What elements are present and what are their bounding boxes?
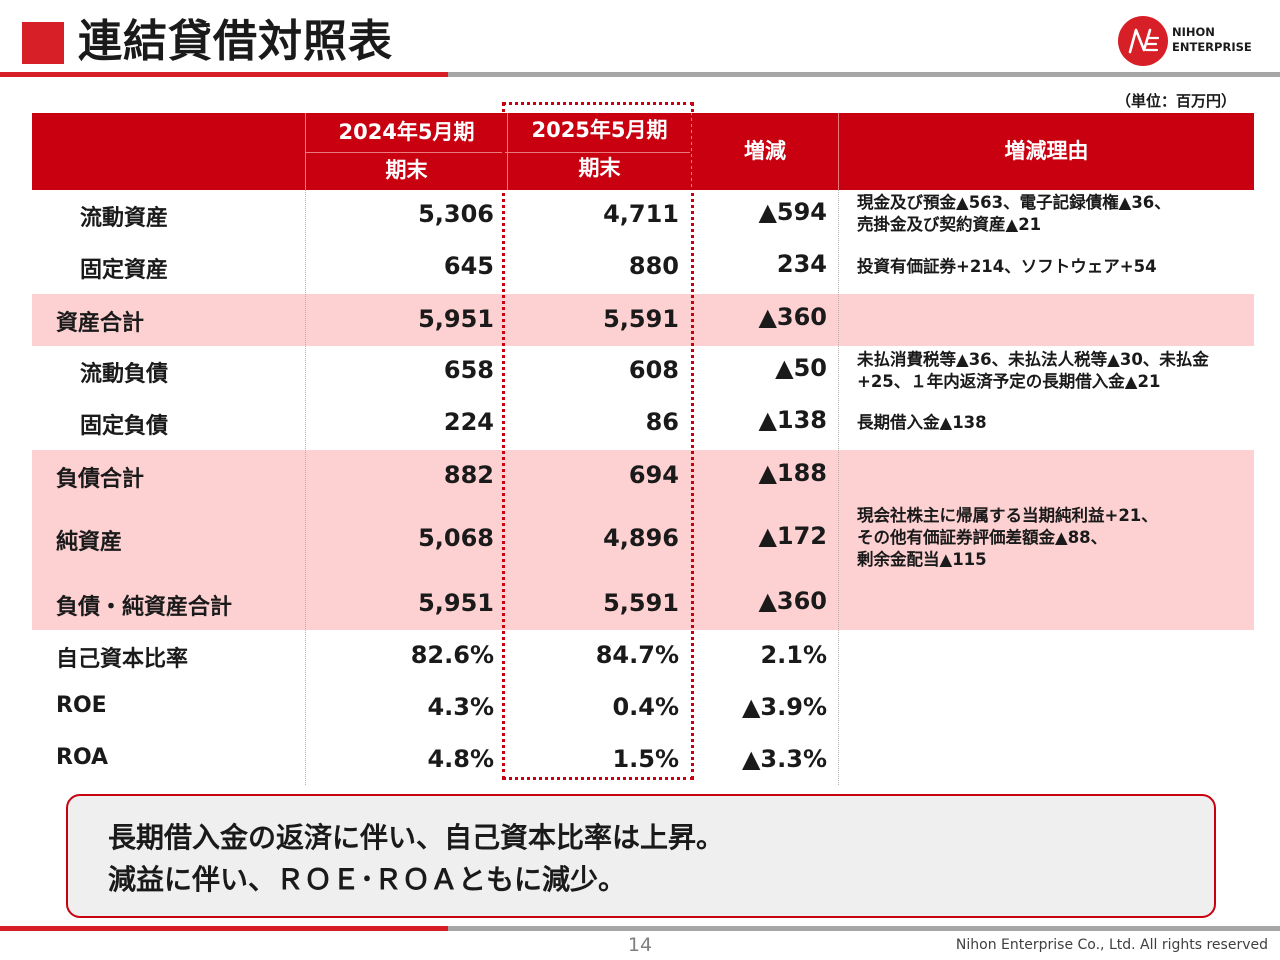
row-label: ROE xyxy=(56,693,107,718)
row-curr-value: 608 xyxy=(628,356,679,384)
row-change-value: ▲50 xyxy=(775,354,827,382)
row-curr-value: 4,711 xyxy=(603,200,679,228)
table-header xyxy=(32,113,1254,190)
row-curr-value: 1.5% xyxy=(612,745,679,773)
logo-text-line2: ENTERPRISE xyxy=(1172,40,1252,54)
row-label: 負債・純資産合計 xyxy=(56,595,233,620)
row-reason: 現会社株主に帰属する当期純利益+21、 その他有価証券評価差額金▲88、 剰余金… xyxy=(857,505,1158,571)
row-change-value: ▲594 xyxy=(758,198,827,226)
row-change-value: ▲188 xyxy=(758,459,827,487)
header-separator xyxy=(838,113,839,190)
current-year-highlight-box xyxy=(502,102,694,780)
reason-line: 長期借入金▲138 xyxy=(857,413,987,432)
header-separator xyxy=(507,113,508,190)
row-prev-value: 4.3% xyxy=(427,693,494,721)
row-change-value: ▲360 xyxy=(758,587,827,615)
row-reason: 現金及び預金▲563、電子記録債権▲36、 売掛金及び契約資産▲21 xyxy=(857,192,1171,236)
row-change-value: ▲172 xyxy=(758,522,827,550)
row-change-value: ▲3.3% xyxy=(741,745,827,773)
row-label: 自己資本比率 xyxy=(56,647,189,672)
copyright-text: Nihon Enterprise Co., Ltd. All rights re… xyxy=(955,937,1268,953)
row-prev-value: 5,951 xyxy=(418,305,494,333)
row-reason: 長期借入金▲138 xyxy=(857,412,987,434)
reason-line: その他有価証券評価差額金▲88、 xyxy=(857,528,1108,547)
reason-line: 現会社株主に帰属する当期純利益+21、 xyxy=(857,506,1158,525)
header-prev-sub: 期末 xyxy=(385,158,428,182)
reason-line: 剰余金配当▲115 xyxy=(857,550,987,569)
row-label: 負債合計 xyxy=(56,467,145,492)
row-change-value: 234 xyxy=(776,250,827,278)
row-change-value: ▲138 xyxy=(758,406,827,434)
row-prev-value: 5,951 xyxy=(418,589,494,617)
row-curr-value: 880 xyxy=(628,252,679,280)
row-curr-value: 4,896 xyxy=(603,524,679,552)
row-highlight-assets-total xyxy=(32,294,1254,346)
title-accent-square xyxy=(22,22,64,64)
row-prev-value: 645 xyxy=(443,252,494,280)
row-change-value: ▲3.9% xyxy=(741,693,827,721)
row-prev-value: 82.6% xyxy=(410,641,494,669)
header-rule-gray xyxy=(448,72,1280,77)
unit-label: （単位：百万円） xyxy=(1115,92,1236,110)
row-curr-value: 84.7% xyxy=(595,641,679,669)
row-curr-value: 0.4% xyxy=(612,693,679,721)
reason-line: 投資有価証券+214、ソフトウェア+54 xyxy=(857,257,1157,276)
row-prev-value: 5,306 xyxy=(418,200,494,228)
reason-line: +25、１年内返済予定の長期借入金▲21 xyxy=(857,372,1161,391)
page-title: 連結貸借対照表 xyxy=(78,16,393,67)
row-label: ROA xyxy=(56,745,109,770)
company-logo-text: NIHON ENTERPRISE xyxy=(1172,25,1252,55)
header-reason: 増減理由 xyxy=(1004,139,1089,163)
header-curr-year: 2025年5月期 xyxy=(531,118,668,142)
row-curr-value: 694 xyxy=(628,461,679,489)
reason-line: 売掛金及び契約資産▲21 xyxy=(857,215,1042,234)
row-label: 固定負債 xyxy=(80,414,169,439)
footer-rule-red xyxy=(0,926,448,931)
header-prev-year: 2024年5月期 xyxy=(338,120,475,144)
page-number: 14 xyxy=(627,934,653,956)
row-highlight-liabilities-equity xyxy=(32,450,1254,630)
column-separator xyxy=(838,190,839,785)
logo-text-line1: NIHON xyxy=(1172,25,1215,39)
row-reason: 未払消費税等▲36、未払法人税等▲30、未払金 +25、１年内返済予定の長期借入… xyxy=(857,349,1209,393)
row-curr-value: 86 xyxy=(645,408,679,436)
column-separator xyxy=(305,190,306,785)
row-label: 固定資産 xyxy=(80,258,169,283)
company-logo-icon xyxy=(1118,16,1168,66)
row-label: 純資産 xyxy=(56,530,123,555)
summary-line-1: 長期借入金の返済に伴い、自己資本比率は上昇。 xyxy=(108,821,725,854)
row-curr-value: 5,591 xyxy=(603,589,679,617)
summary-line-2: 減益に伴い、ＲＯＥ･ＲＯＡともに減少。 xyxy=(108,863,627,896)
row-prev-value: 658 xyxy=(443,356,494,384)
header-rule-red xyxy=(0,72,448,77)
row-prev-value: 224 xyxy=(443,408,494,436)
row-label: 資産合計 xyxy=(56,311,145,336)
row-prev-value: 882 xyxy=(443,461,494,489)
header-mid-rule xyxy=(306,152,690,153)
row-change-value: ▲360 xyxy=(758,303,827,331)
row-label: 流動負債 xyxy=(80,362,169,387)
reason-line: 現金及び預金▲563、電子記録債権▲36、 xyxy=(857,193,1171,212)
row-prev-value: 5,068 xyxy=(418,524,494,552)
footer-rule-gray xyxy=(448,926,1280,931)
row-change-value: 2.1% xyxy=(760,641,827,669)
row-curr-value: 5,591 xyxy=(603,305,679,333)
row-reason: 投資有価証券+214、ソフトウェア+54 xyxy=(857,256,1157,278)
reason-line: 未払消費税等▲36、未払法人税等▲30、未払金 xyxy=(857,350,1209,369)
header-change: 増減 xyxy=(744,139,786,163)
header-separator xyxy=(305,113,306,190)
row-prev-value: 4.8% xyxy=(427,745,494,773)
row-label: 流動資産 xyxy=(80,206,169,231)
summary-callout xyxy=(66,794,1216,918)
header-curr-sub: 期末 xyxy=(578,156,621,180)
